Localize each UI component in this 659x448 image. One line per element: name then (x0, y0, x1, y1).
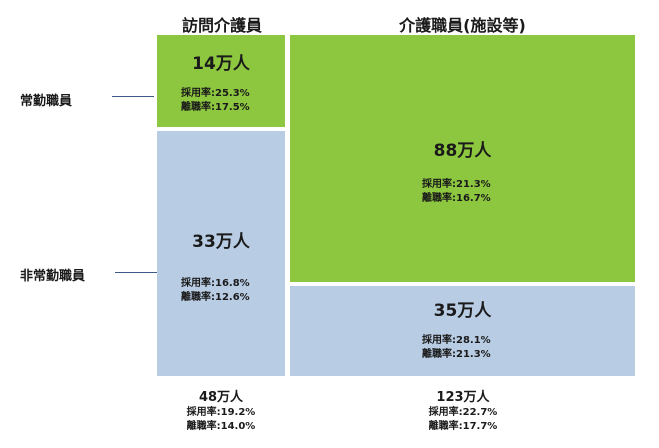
cell-count: 14万人 (192, 54, 250, 74)
total-hire-rate: 採用率:22.7% (428, 407, 498, 418)
cell-count: 35万人 (433, 301, 492, 321)
cell-rates: 採用率:16.8% 離職率:12.6% (181, 277, 250, 305)
row-label-connector-full-time (112, 96, 154, 97)
total-hire-rate: 採用率:19.2% (186, 407, 256, 418)
cell-rates: 採用率:25.3% 離職率:17.5% (181, 87, 250, 115)
row-label-connector-part-time (115, 272, 157, 273)
column-header-home-care: 訪問介護員 (181, 16, 262, 35)
row-label-full-time: 常勤職員 (20, 94, 73, 109)
cell-rates: 採用率:21.3% 離職率:16.7% (422, 178, 491, 206)
leave-rate: 離職率:17.5% (181, 102, 250, 113)
leave-rate: 離職率:21.3% (422, 349, 491, 360)
cell-count: 33万人 (192, 232, 250, 252)
cell-count: 88万人 (433, 141, 492, 161)
cell-facility-care-part-time: 35万人 採用率:28.1% 離職率:21.3% (290, 286, 635, 376)
total-home-care: 48万人 採用率:19.2% 離職率:14.0% (141, 390, 301, 434)
row-label-part-time: 非常勤職員 (20, 269, 86, 284)
total-facility-care: 123万人 採用率:22.7% 離職率:17.7% (383, 390, 543, 434)
leave-rate: 離職率:16.7% (422, 193, 491, 204)
cell-rates: 採用率:28.1% 離職率:21.3% (422, 334, 491, 362)
cell-home-care-full-time: 14万人 採用率:25.3% 離職率:17.5% (157, 35, 285, 127)
total-leave-rate: 離職率:17.7% (428, 421, 498, 432)
hire-rate: 採用率:16.8% (181, 278, 250, 289)
leave-rate: 離職率:12.6% (181, 292, 250, 303)
total-count: 48万人 (198, 390, 244, 405)
total-count: 123万人 (436, 390, 490, 405)
cell-home-care-part-time: 33万人 採用率:16.8% 離職率:12.6% (157, 131, 285, 376)
total-leave-rate: 離職率:14.0% (186, 421, 256, 432)
cell-facility-care-full-time: 88万人 採用率:21.3% 離職率:16.7% (290, 35, 635, 282)
hire-rate: 採用率:28.1% (422, 335, 491, 346)
hire-rate: 採用率:25.3% (181, 88, 250, 99)
hire-rate: 採用率:21.3% (422, 179, 491, 190)
column-header-facility-care: 介護職員(施設等) (399, 16, 526, 35)
